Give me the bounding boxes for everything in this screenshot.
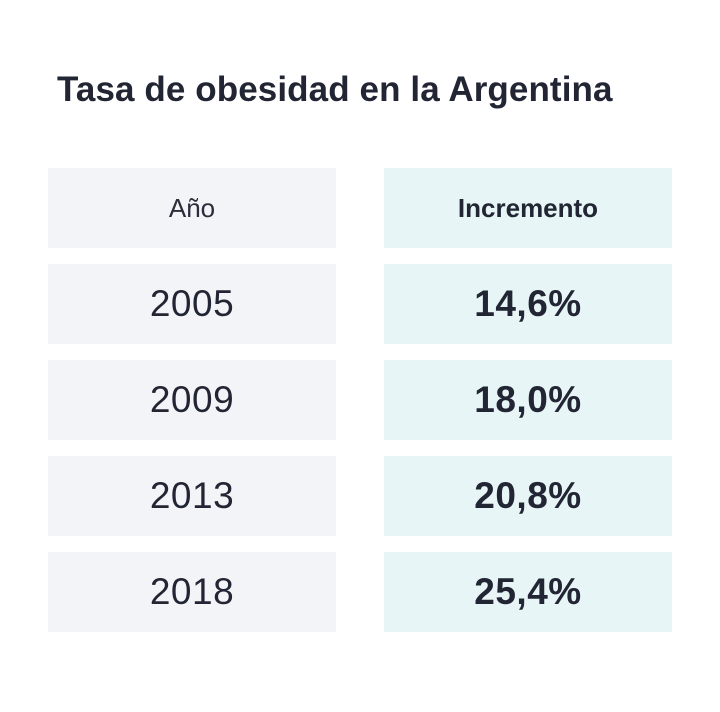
value-cell: 14,6% — [384, 264, 672, 344]
header-year: Año — [48, 168, 336, 248]
header-increment: Incremento — [384, 168, 672, 248]
value-cell: 18,0% — [384, 360, 672, 440]
year-cell: 2009 — [48, 360, 336, 440]
year-cell: 2013 — [48, 456, 336, 536]
year-cell: 2005 — [48, 264, 336, 344]
value-cell: 20,8% — [384, 456, 672, 536]
chart-title: Tasa de obesidad en la Argentina — [57, 70, 613, 109]
value-cell: 25,4% — [384, 552, 672, 632]
year-cell: 2018 — [48, 552, 336, 632]
